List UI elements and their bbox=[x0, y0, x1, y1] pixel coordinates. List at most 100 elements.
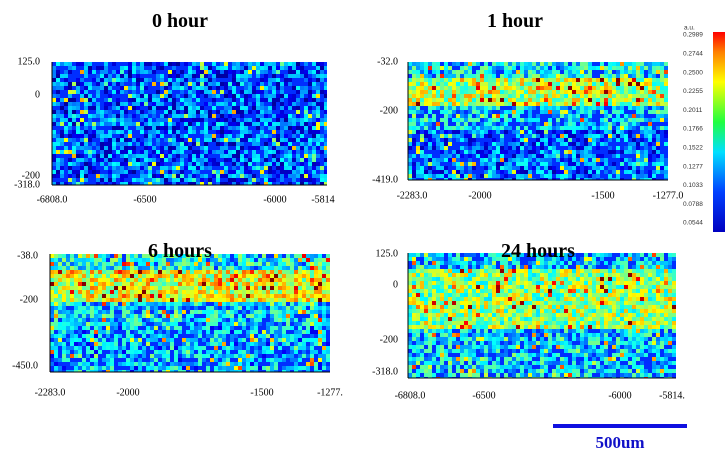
heatmap-cell bbox=[222, 366, 226, 370]
heatmap-cell bbox=[296, 66, 300, 70]
heatmap-cell bbox=[94, 366, 98, 370]
heatmap-cell bbox=[552, 94, 556, 98]
heatmap-cell bbox=[160, 154, 164, 158]
heatmap-cell bbox=[66, 294, 70, 298]
heatmap-cell bbox=[110, 326, 114, 330]
heatmap-cell bbox=[134, 342, 138, 346]
heatmap-cell bbox=[636, 162, 640, 166]
heatmap-cell bbox=[484, 106, 488, 110]
heatmap-cell bbox=[322, 306, 326, 310]
heatmap-cell bbox=[656, 82, 660, 86]
heatmap-cell bbox=[64, 114, 68, 118]
heatmap-cell bbox=[260, 114, 264, 118]
heatmap-cell bbox=[492, 62, 496, 66]
heatmap-cell bbox=[166, 330, 170, 334]
heatmap-cell bbox=[286, 258, 290, 262]
heatmap-cell bbox=[74, 298, 78, 302]
heatmap-cell bbox=[512, 74, 516, 78]
heatmap-cell bbox=[232, 162, 236, 166]
heatmap-cell bbox=[282, 338, 286, 342]
heatmap-cell bbox=[146, 302, 150, 306]
heatmap-cell bbox=[128, 66, 132, 70]
heatmap-cell bbox=[212, 134, 216, 138]
heatmap-cell bbox=[596, 130, 600, 134]
heatmap-cell bbox=[86, 350, 90, 354]
heatmap-cell bbox=[318, 306, 322, 310]
heatmap-cell bbox=[104, 90, 108, 94]
heatmap-cell bbox=[58, 330, 62, 334]
heatmap-cell bbox=[242, 274, 246, 278]
heatmap-cell bbox=[648, 134, 652, 138]
heatmap-cell bbox=[236, 82, 240, 86]
heatmap-cell bbox=[178, 358, 182, 362]
heatmap-cell bbox=[436, 170, 440, 174]
heatmap-cell bbox=[276, 78, 280, 82]
heatmap-cell bbox=[130, 318, 134, 322]
heatmap-cell bbox=[428, 154, 432, 158]
heatmap-cell bbox=[236, 150, 240, 154]
heatmap-cell bbox=[276, 122, 280, 126]
heatmap-cell bbox=[160, 146, 164, 150]
panel-title: 0 hour bbox=[152, 10, 208, 32]
heatmap-cell bbox=[132, 86, 136, 90]
heatmap-cell bbox=[524, 82, 528, 86]
heatmap-cell bbox=[512, 62, 516, 66]
heatmap-cell bbox=[202, 358, 206, 362]
heatmap-cell bbox=[62, 366, 66, 370]
heatmap-cell bbox=[544, 98, 548, 102]
heatmap-cell bbox=[152, 162, 156, 166]
heatmap-cell bbox=[72, 146, 76, 150]
heatmap-cell bbox=[504, 130, 508, 134]
heatmap-cell bbox=[108, 82, 112, 86]
heatmap-cell bbox=[76, 122, 80, 126]
heatmap-cell bbox=[74, 262, 78, 266]
heatmap-cell bbox=[212, 106, 216, 110]
heatmap-cell bbox=[310, 358, 314, 362]
heatmap-cell bbox=[88, 62, 92, 66]
heatmap-cell bbox=[436, 102, 440, 106]
heatmap-cell bbox=[420, 134, 424, 138]
heatmap-cell bbox=[56, 86, 60, 90]
heatmap-cell bbox=[416, 174, 420, 178]
heatmap-cell bbox=[648, 62, 652, 66]
heatmap-cell bbox=[248, 66, 252, 70]
heatmap-cell bbox=[226, 298, 230, 302]
heatmap-cell bbox=[632, 253, 636, 257]
heatmap-cell bbox=[210, 326, 214, 330]
heatmap-cell bbox=[540, 66, 544, 70]
heatmap-cell bbox=[176, 138, 180, 142]
heatmap-cell bbox=[66, 322, 70, 326]
heatmap-cell bbox=[118, 270, 122, 274]
heatmap-cell bbox=[234, 362, 238, 366]
heatmap-cell bbox=[184, 106, 188, 110]
heatmap-cell bbox=[326, 346, 330, 350]
heatmap-cell bbox=[572, 174, 576, 178]
heatmap-cell bbox=[78, 366, 82, 370]
heatmap-cell bbox=[322, 294, 326, 298]
heatmap-cell bbox=[564, 166, 568, 170]
heatmap-cell bbox=[290, 254, 294, 258]
heatmap-cell bbox=[596, 166, 600, 170]
heatmap-cell bbox=[294, 362, 298, 366]
heatmap-cell bbox=[98, 290, 102, 294]
heatmap-cell bbox=[468, 142, 472, 146]
heatmap-cell bbox=[176, 106, 180, 110]
heatmap-cell bbox=[182, 286, 186, 290]
heatmap-cell bbox=[102, 338, 106, 342]
heatmap-cell bbox=[190, 298, 194, 302]
heatmap-cell bbox=[92, 142, 96, 146]
heatmap-cell bbox=[62, 330, 66, 334]
heatmap-cell bbox=[242, 322, 246, 326]
heatmap-cell bbox=[584, 70, 588, 74]
heatmap-cell bbox=[416, 110, 420, 114]
heatmap-cell bbox=[198, 310, 202, 314]
heatmap-cell bbox=[80, 94, 84, 98]
heatmap-cell bbox=[294, 330, 298, 334]
heatmap-cell bbox=[460, 130, 464, 134]
heatmap-cell bbox=[222, 314, 226, 318]
heatmap-cell bbox=[448, 126, 452, 130]
x-tick-label: -2000 bbox=[116, 387, 139, 398]
heatmap-cell bbox=[196, 170, 200, 174]
heatmap-cell bbox=[564, 174, 568, 178]
heatmap-cell bbox=[600, 94, 604, 98]
